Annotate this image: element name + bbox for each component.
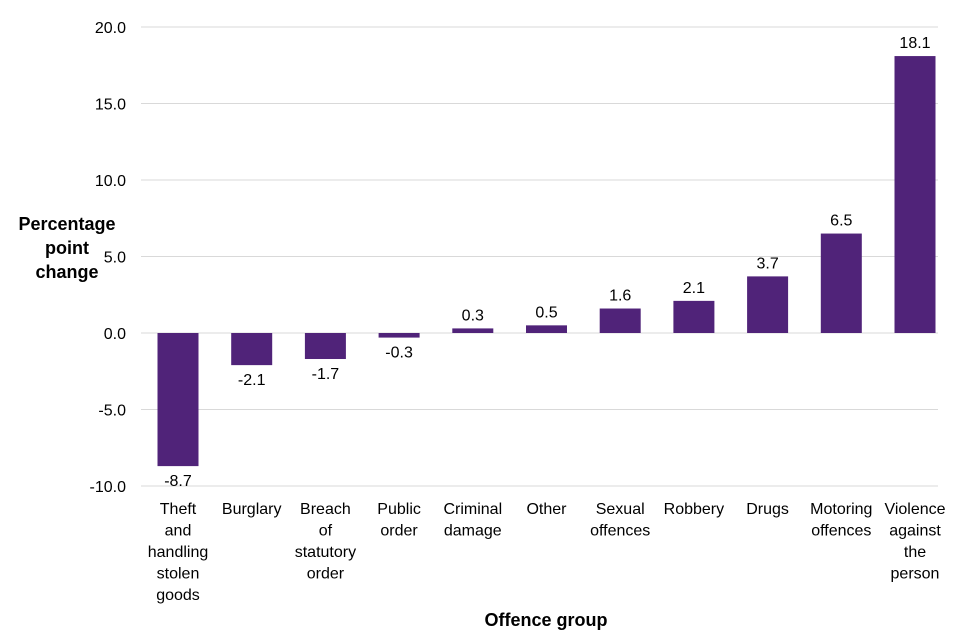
bar	[157, 333, 199, 467]
y-tick-label: -10.0	[90, 479, 127, 496]
bar	[526, 325, 567, 333]
y-tick-label: 5.0	[104, 250, 126, 267]
x-tick-label: Burglary	[222, 501, 282, 518]
bar	[599, 308, 641, 333]
y-tick-label: -5.0	[98, 403, 126, 420]
bar	[231, 333, 273, 366]
data-label: 6.5	[830, 213, 852, 230]
y-axis-label: Percentage point change	[18, 214, 116, 282]
bar	[747, 276, 789, 333]
y-tick-label: 15.0	[95, 97, 126, 114]
x-tick-label: Robbery	[664, 501, 724, 518]
bar	[304, 333, 346, 360]
data-label: 1.6	[609, 288, 631, 305]
bar	[673, 300, 715, 333]
x-tick-label: Other	[526, 501, 567, 518]
data-label: 3.7	[756, 255, 778, 272]
data-label: 0.5	[535, 304, 557, 321]
data-label: 18.1	[899, 35, 930, 52]
y-tick-label: 20.0	[95, 20, 126, 37]
data-label: 0.3	[462, 307, 484, 324]
data-label: -1.7	[312, 366, 340, 383]
x-tick-label: Public order	[377, 501, 421, 540]
x-axis-label: Offence group	[484, 610, 608, 630]
y-tick-label: 0.0	[104, 326, 126, 343]
y-tick-label: 10.0	[95, 173, 126, 190]
data-label: -0.3	[385, 345, 413, 362]
data-label: 2.1	[683, 280, 705, 297]
x-tick-label: Sexual offences	[590, 501, 650, 540]
x-tick-label: Breach of statutory order	[295, 501, 356, 583]
x-tick-label: Theft and handling stolen goods	[148, 501, 209, 604]
x-tick-label: Violence against the person	[884, 501, 945, 583]
bar	[820, 233, 862, 333]
bar	[894, 56, 936, 333]
x-tick-label: Motoring offences	[810, 501, 872, 540]
x-tick-label: Drugs	[746, 501, 789, 518]
bar	[452, 328, 494, 333]
bar	[378, 333, 420, 338]
x-tick-label: Criminal damage	[443, 501, 502, 540]
data-label: -8.7	[164, 473, 192, 490]
data-label: -2.1	[238, 372, 266, 389]
